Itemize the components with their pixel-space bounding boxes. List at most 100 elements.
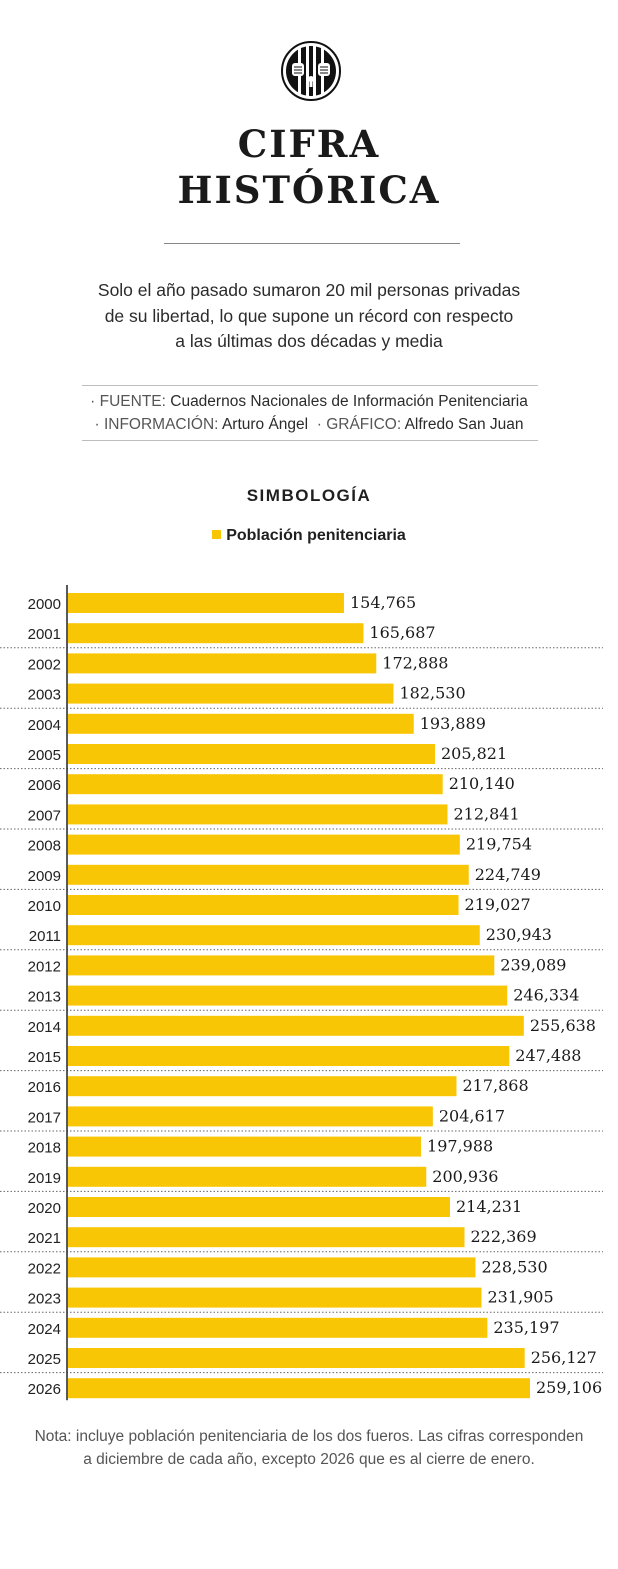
bar-2007 — [68, 804, 448, 825]
bar-2024 — [68, 1317, 488, 1338]
info-label: INFORMACIÓN: — [103, 416, 219, 433]
authors-line: · INFORMACIÓN: Arturo Ángel · GRÁFICO: A… — [94, 416, 524, 433]
value-label-2010: 219,027 — [465, 895, 531, 914]
footnote: Nota: incluye población penitenciaria de… — [0, 1425, 618, 1471]
bar-2002 — [68, 653, 377, 674]
bar-2018 — [68, 1136, 422, 1157]
bar-2008 — [68, 834, 460, 855]
bar-2020 — [68, 1197, 450, 1217]
bar-2004 — [68, 713, 414, 734]
value-label-2016: 217,868 — [462, 1076, 528, 1095]
year-label-2010: 2010 — [28, 898, 61, 915]
year-label-2016: 2016 — [28, 1079, 61, 1096]
year-label-2008: 2008 — [28, 838, 61, 855]
subtitle-line-2: de su libertad, lo que supone un récord … — [104, 305, 514, 326]
bar-2022 — [68, 1257, 476, 1278]
value-label-2014: 255,638 — [530, 1016, 596, 1035]
info-value: Arturo Ángel — [221, 416, 309, 433]
value-label-2023: 231,905 — [487, 1288, 553, 1307]
value-label-2009: 224,749 — [475, 865, 541, 884]
year-label-2026: 2026 — [28, 1381, 61, 1398]
value-label-2026: 259,106 — [536, 1378, 602, 1397]
value-label-2012: 239,089 — [500, 955, 566, 974]
value-label-2004: 193,889 — [420, 714, 486, 733]
bar-2014 — [68, 1015, 524, 1036]
bar-2005 — [68, 744, 435, 764]
bar-2019 — [68, 1166, 427, 1187]
value-label-2008: 219,754 — [466, 835, 532, 854]
bar-2023 — [68, 1287, 482, 1308]
year-label-2011: 2011 — [29, 928, 61, 945]
year-label-2021: 2021 — [28, 1230, 61, 1247]
value-label-2000: 154,765 — [350, 593, 416, 612]
subtitle: Solo el año pasado sumaron 20 mil person… — [40, 278, 578, 355]
value-label-2013: 246,334 — [513, 986, 579, 1005]
year-label-2015: 2015 — [28, 1049, 61, 1066]
value-label-2007: 212,841 — [454, 804, 520, 823]
title-line-2: HISTÓRICA — [177, 168, 441, 212]
value-label-2015: 247,488 — [515, 1046, 581, 1065]
value-label-2022: 228,530 — [481, 1257, 547, 1276]
legend-label: Población penitenciaria — [226, 527, 406, 544]
value-label-2006: 210,140 — [449, 774, 515, 793]
prison-bars-hands-icon — [281, 41, 341, 101]
value-label-2005: 205,821 — [441, 744, 507, 763]
year-label-2001: 2001 — [28, 626, 61, 643]
value-label-2021: 222,369 — [470, 1227, 536, 1246]
footnote-line-1: Nota: incluye población penitenciaria de… — [34, 1428, 584, 1445]
year-label-2023: 2023 — [28, 1291, 61, 1308]
value-label-2024: 235,197 — [493, 1318, 559, 1337]
year-label-2018: 2018 — [28, 1140, 61, 1157]
year-label-2022: 2022 — [28, 1260, 61, 1277]
value-label-2025: 256,127 — [531, 1348, 597, 1367]
year-label-2005: 2005 — [28, 747, 61, 764]
source-label: FUENTE: — [99, 393, 166, 410]
bar-2006 — [68, 774, 443, 795]
value-label-2001: 165,687 — [369, 623, 435, 642]
year-label-2002: 2002 — [28, 656, 61, 673]
value-label-2002: 172,888 — [382, 653, 448, 672]
value-label-2017: 204,617 — [439, 1106, 505, 1125]
page-title: CIFRA HISTÓRICA — [0, 121, 618, 213]
year-label-2019: 2019 — [28, 1170, 61, 1187]
credits-top-divider — [82, 385, 538, 386]
year-label-2012: 2012 — [28, 958, 61, 975]
year-label-2024: 2024 — [28, 1321, 61, 1338]
legend-swatch — [212, 530, 222, 539]
year-label-2003: 2003 — [28, 687, 61, 704]
credits: · FUENTE: Cuadernos Nacionales de Inform… — [0, 390, 618, 436]
bar-2017 — [68, 1106, 433, 1127]
year-label-2006: 2006 — [28, 777, 61, 794]
bar-2003 — [68, 683, 394, 704]
bar-2010 — [68, 895, 459, 915]
legend: Población penitenciaria — [0, 527, 618, 545]
bar-2000 — [68, 593, 344, 613]
year-label-2020: 2020 — [28, 1200, 61, 1217]
bar-2025 — [68, 1348, 525, 1368]
value-label-2003: 182,530 — [399, 684, 465, 703]
footnote-line-2: a diciembre de cada año, excepto 2026 qu… — [83, 1451, 535, 1468]
value-label-2019: 200,936 — [432, 1167, 498, 1186]
year-label-2014: 2014 — [28, 1019, 61, 1036]
year-label-2025: 2025 — [28, 1351, 61, 1368]
bar-2001 — [68, 623, 364, 644]
bar-2021 — [68, 1227, 465, 1248]
bar-2026 — [68, 1378, 530, 1399]
value-label-2011: 230,943 — [486, 925, 552, 944]
subtitle-line-3: a las últimas dos décadas y media — [175, 331, 443, 351]
bar-chart: 2000 154,765 2001 165,687 2002 172,888 2003 182… — [0, 585, 603, 1401]
bar-2011 — [68, 925, 480, 946]
year-label-2004: 2004 — [28, 717, 61, 734]
bar-2012 — [68, 955, 495, 976]
year-label-2013: 2013 — [28, 989, 61, 1006]
title-divider — [164, 243, 460, 244]
year-label-2009: 2009 — [28, 868, 61, 885]
year-label-2000: 2000 — [28, 596, 61, 613]
subtitle-line-1: Solo el año pasado sumaron 20 mil person… — [97, 280, 521, 300]
title-line-1: CIFRA — [237, 122, 381, 166]
source-line: · FUENTE: Cuadernos Nacionales de Inform… — [90, 393, 528, 410]
graphic-label: GRÁFICO: — [326, 416, 402, 433]
legend-title: SIMBOLOGÍA — [246, 486, 372, 505]
bar-2015 — [68, 1046, 510, 1066]
value-label-2020: 214,231 — [456, 1197, 522, 1216]
